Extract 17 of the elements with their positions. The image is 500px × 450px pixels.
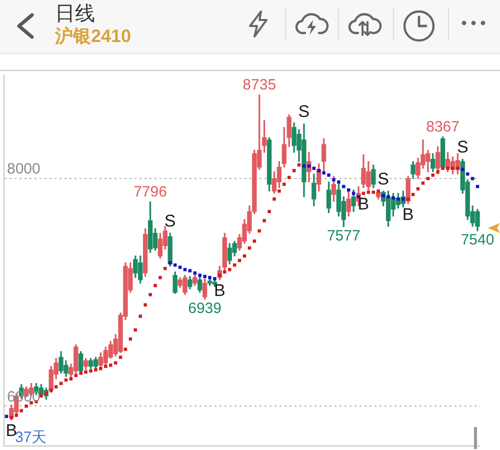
data-label: B [402, 204, 414, 224]
chart-title: 日线 [55, 2, 95, 26]
text: 7796 [134, 183, 167, 200]
text: 8735 [242, 76, 276, 94]
data-label: B [214, 281, 226, 300]
text: 7577 [326, 227, 360, 244]
data-label: S [456, 137, 468, 156]
text: 6939 [188, 300, 222, 317]
annotation: 37天 [15, 429, 47, 447]
data-label: S [378, 169, 389, 188]
text: 7540 [460, 232, 494, 249]
y-tick-label: 8000 [7, 160, 40, 178]
data-label: S [164, 211, 176, 230]
text: 8367 [426, 118, 460, 136]
data-label: B [358, 194, 370, 214]
data-label: S [298, 102, 310, 122]
chart-subtitle: 沪银2410 [55, 25, 132, 47]
